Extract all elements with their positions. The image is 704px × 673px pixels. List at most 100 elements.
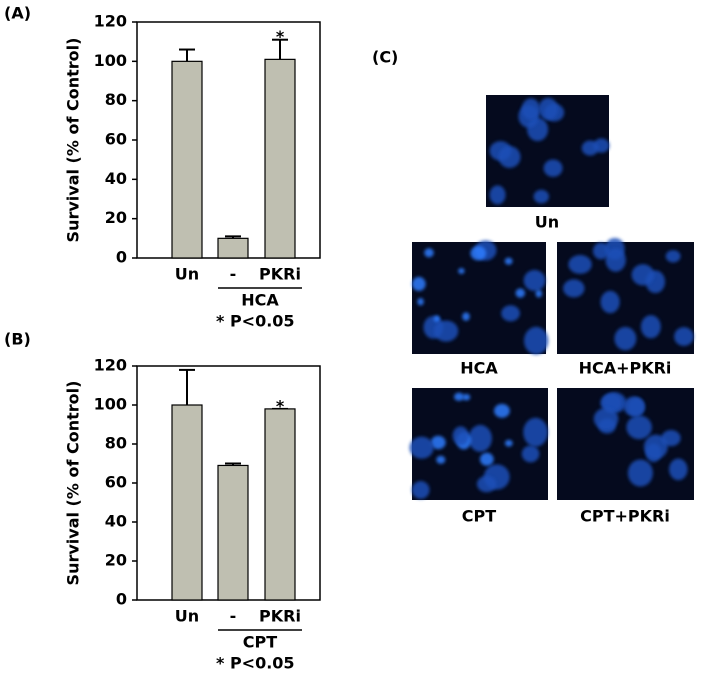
micrograph xyxy=(557,237,694,354)
nucleus xyxy=(568,255,592,274)
y-tick-label: 60 xyxy=(105,130,127,149)
y-tick-label: 80 xyxy=(105,90,127,109)
group-label: HCA xyxy=(241,291,279,310)
nucleus xyxy=(476,475,497,493)
nucleus xyxy=(581,140,599,156)
y-tick-label: 40 xyxy=(105,512,127,531)
nucleus xyxy=(661,430,681,447)
nucleus xyxy=(409,436,434,459)
nucleus xyxy=(430,435,446,450)
nucleus xyxy=(521,98,540,120)
nucleus xyxy=(468,424,492,452)
nucleus xyxy=(669,458,688,481)
bar xyxy=(171,404,203,601)
nucleus xyxy=(424,248,434,258)
bar xyxy=(264,58,296,259)
nucleus xyxy=(521,445,540,463)
bar xyxy=(264,408,296,601)
bar xyxy=(217,464,249,601)
nucleus xyxy=(533,189,550,204)
x-tick-label: - xyxy=(230,265,237,284)
nucleus xyxy=(523,326,549,355)
nucleus xyxy=(627,459,653,487)
nucleus xyxy=(453,392,465,401)
panel-label: (C) xyxy=(372,48,398,67)
micrograph xyxy=(486,95,610,207)
nucleus xyxy=(600,290,620,314)
nucleus xyxy=(515,288,526,298)
nucleus xyxy=(504,439,513,447)
micrograph xyxy=(409,388,548,500)
y-tick-label: 0 xyxy=(116,590,127,609)
nucleus xyxy=(614,326,637,351)
nucleus xyxy=(470,246,487,261)
nucleus xyxy=(543,159,563,177)
micrograph xyxy=(412,240,549,355)
y-tick-label: 100 xyxy=(94,51,127,70)
nucleus xyxy=(412,276,426,292)
significance-asterisk: * xyxy=(276,396,285,415)
y-tick-label: 40 xyxy=(105,169,127,188)
nucleus xyxy=(631,264,655,286)
nucleus xyxy=(433,320,459,342)
y-tick-label: 100 xyxy=(94,395,127,414)
y-tick-label: 20 xyxy=(105,551,127,570)
y-axis-label: Survival (% of Control) xyxy=(64,381,83,586)
nucleus xyxy=(417,297,424,306)
x-tick-label: - xyxy=(230,607,237,626)
image-label: CPT xyxy=(462,507,496,526)
x-tick-label: PKRi xyxy=(259,607,301,626)
significance-asterisk: * xyxy=(276,27,285,46)
nucleus xyxy=(605,248,626,272)
nucleus xyxy=(623,396,645,417)
nucleus xyxy=(462,393,471,401)
nucleus xyxy=(563,279,585,298)
nucleus xyxy=(592,242,610,260)
y-tick-label: 60 xyxy=(105,473,127,492)
image-label: HCA xyxy=(460,359,498,378)
significance-note: * P<0.05 xyxy=(216,654,295,673)
image-label: HCA+PKRi xyxy=(579,359,672,378)
nucleus xyxy=(665,250,681,263)
nucleus xyxy=(504,257,513,265)
nucleus xyxy=(452,426,469,446)
nucleus xyxy=(479,452,494,466)
nucleus xyxy=(458,268,465,275)
y-tick-label: 0 xyxy=(116,248,127,267)
bar xyxy=(171,60,203,259)
nucleus xyxy=(462,312,470,321)
image-label: Un xyxy=(535,213,559,232)
nucleus xyxy=(593,407,619,430)
y-tick-label: 80 xyxy=(105,434,127,453)
nucleus xyxy=(498,146,521,169)
nucleus xyxy=(494,403,510,418)
x-tick-label: PKRi xyxy=(259,265,301,284)
nucleus xyxy=(433,315,440,323)
micrograph xyxy=(557,388,694,500)
nucleus xyxy=(600,393,622,412)
nucleus xyxy=(501,305,520,322)
nucleus xyxy=(538,97,558,120)
nucleus xyxy=(523,417,548,447)
nucleus xyxy=(640,315,661,339)
bar xyxy=(217,237,249,259)
significance-note: * P<0.05 xyxy=(216,312,295,331)
nucleus xyxy=(436,455,446,464)
y-tick-label: 120 xyxy=(94,356,127,375)
nucleus xyxy=(411,481,430,499)
image-label: CPT+PKRi xyxy=(580,507,670,526)
y-tick-label: 120 xyxy=(94,12,127,31)
x-tick-label: Un xyxy=(175,265,199,284)
x-tick-label: Un xyxy=(175,607,199,626)
panel-label: (A) xyxy=(4,4,31,23)
panel-label: (B) xyxy=(4,330,31,349)
nucleus xyxy=(489,185,506,205)
nucleus xyxy=(523,269,546,292)
y-axis-label: Survival (% of Control) xyxy=(64,38,83,243)
nucleus xyxy=(626,415,652,440)
nucleus xyxy=(674,327,694,347)
nucleus xyxy=(535,289,543,298)
y-tick-label: 20 xyxy=(105,208,127,227)
group-label: CPT xyxy=(243,633,277,652)
